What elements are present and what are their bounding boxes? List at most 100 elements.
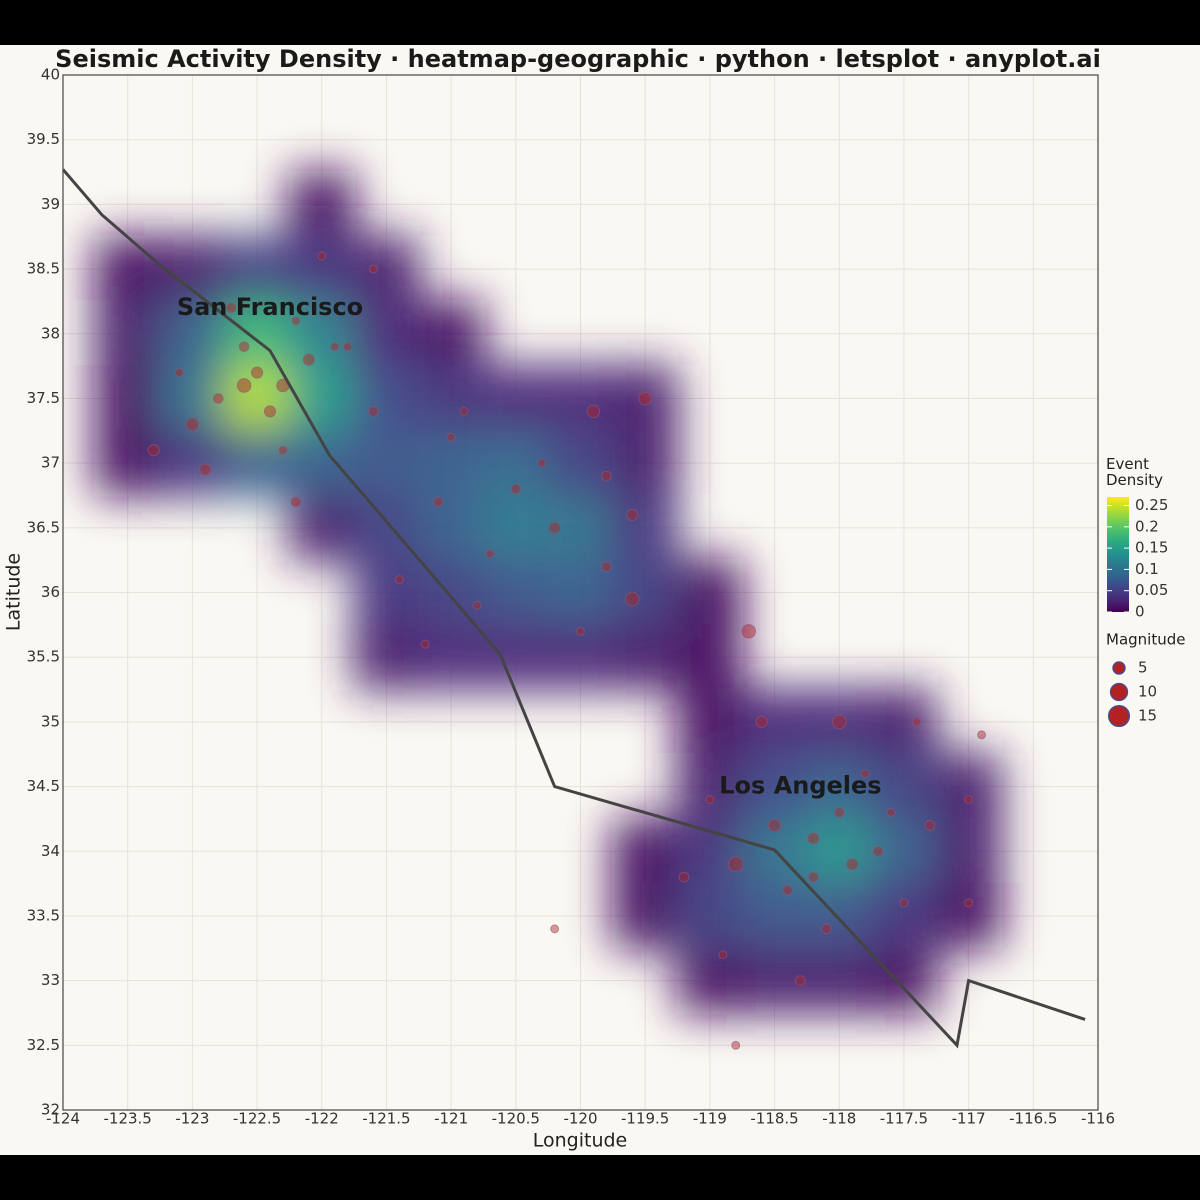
y-tick-label: 39 xyxy=(41,195,60,213)
density-cell xyxy=(353,235,420,303)
density-cell xyxy=(288,300,356,368)
event-point xyxy=(343,342,353,352)
event-point xyxy=(638,391,652,406)
x-tick-label: -118.5 xyxy=(750,1110,798,1128)
density-cell xyxy=(805,753,873,820)
chart-title: Seismic Activity Density · heatmap-geogr… xyxy=(55,45,1101,73)
colorbar-label: 0 xyxy=(1135,603,1145,621)
event-point xyxy=(831,714,847,730)
x-tick-label: -123 xyxy=(175,1110,209,1128)
x-tick-label: -123.5 xyxy=(104,1110,152,1128)
size-legend-key xyxy=(1112,661,1126,675)
event-point xyxy=(420,639,430,649)
colorbar-label: 0.2 xyxy=(1135,517,1159,535)
x-tick-label: -120.5 xyxy=(492,1110,540,1128)
density-cell xyxy=(547,429,614,497)
density-cell xyxy=(676,882,744,950)
x-tick-label: -119 xyxy=(693,1110,727,1128)
event-point xyxy=(185,417,200,432)
event-point xyxy=(459,406,469,416)
colorbar xyxy=(1107,497,1129,612)
colorbar-label: 0.05 xyxy=(1135,581,1168,599)
density-cell xyxy=(547,365,614,432)
density-cell xyxy=(159,429,226,497)
city-label: Los Angeles xyxy=(719,772,881,800)
density-cell xyxy=(935,882,1002,950)
density-cell xyxy=(676,753,744,820)
density-cell xyxy=(417,494,485,562)
density-cell xyxy=(417,300,485,368)
x-axis-title: Longitude xyxy=(533,1130,628,1152)
event-point xyxy=(317,251,327,261)
density-cell xyxy=(676,947,744,1014)
city-label: San Francisco xyxy=(177,293,363,321)
y-tick-label: 39.5 xyxy=(27,130,60,148)
y-tick-label: 37 xyxy=(41,454,60,472)
density-cell xyxy=(94,300,162,368)
density-cell xyxy=(741,688,808,756)
event-point xyxy=(601,470,612,482)
density-cell xyxy=(94,235,162,303)
y-tick-label: 35.5 xyxy=(27,648,60,666)
density-cell xyxy=(935,817,1002,885)
density-cell xyxy=(223,429,291,497)
y-tick-label: 34 xyxy=(41,842,60,860)
density-cell xyxy=(611,365,679,432)
y-tick-label: 34.5 xyxy=(27,777,60,795)
y-tick-label: 33.5 xyxy=(27,906,60,924)
event-point xyxy=(394,575,404,585)
x-tick-label: -119.5 xyxy=(621,1110,669,1128)
event-point xyxy=(808,871,819,883)
y-tick-label: 36 xyxy=(41,583,60,601)
event-point xyxy=(278,445,288,455)
event-point xyxy=(576,626,585,636)
event-point xyxy=(782,884,793,896)
density-cell xyxy=(94,365,162,432)
event-point xyxy=(741,623,757,639)
event-point xyxy=(718,950,728,960)
size-legend-label: 10 xyxy=(1138,683,1157,701)
y-tick-label: 35 xyxy=(41,712,60,730)
event-point xyxy=(330,342,340,352)
density-cell xyxy=(611,882,679,950)
x-tick-label: -122.5 xyxy=(233,1110,281,1128)
x-tick-label: -116.5 xyxy=(1009,1110,1057,1128)
density-cell xyxy=(417,623,485,691)
density-cell xyxy=(353,559,420,626)
density-cell xyxy=(94,429,162,497)
event-point xyxy=(626,508,639,521)
event-point xyxy=(510,483,522,495)
y-tick-label: 32.5 xyxy=(27,1036,60,1054)
event-point xyxy=(731,1040,741,1050)
event-point xyxy=(820,923,832,935)
x-tick-label: -122 xyxy=(305,1110,339,1128)
size-legend-title: Magnitude xyxy=(1106,631,1185,649)
x-tick-label: -117.5 xyxy=(880,1110,928,1128)
x-tick-label: -120 xyxy=(563,1110,597,1128)
x-tick-label: -121 xyxy=(434,1110,468,1128)
event-point xyxy=(250,366,264,379)
event-point xyxy=(263,405,277,418)
event-point xyxy=(886,807,896,817)
y-tick-label: 36.5 xyxy=(27,518,60,536)
density-cell xyxy=(741,947,808,1014)
density-cell xyxy=(353,494,420,562)
density-cell xyxy=(870,753,938,820)
density-cell xyxy=(870,947,938,1014)
density-cell xyxy=(935,753,1002,820)
plot-frame xyxy=(62,74,1099,1111)
event-point xyxy=(846,858,859,871)
density-cell xyxy=(741,753,808,820)
density-cell xyxy=(417,365,485,432)
x-tick-label: -124 xyxy=(46,1110,80,1128)
event-point xyxy=(767,818,782,833)
x-tick-label: -117 xyxy=(952,1110,986,1128)
colorbar-label: 0.25 xyxy=(1135,496,1168,514)
colorbar-label: 0.1 xyxy=(1135,560,1159,578)
density-cell xyxy=(353,623,420,691)
fault-line xyxy=(63,168,1086,1049)
event-point xyxy=(548,521,561,534)
event-point xyxy=(912,717,922,727)
event-point xyxy=(368,406,379,417)
